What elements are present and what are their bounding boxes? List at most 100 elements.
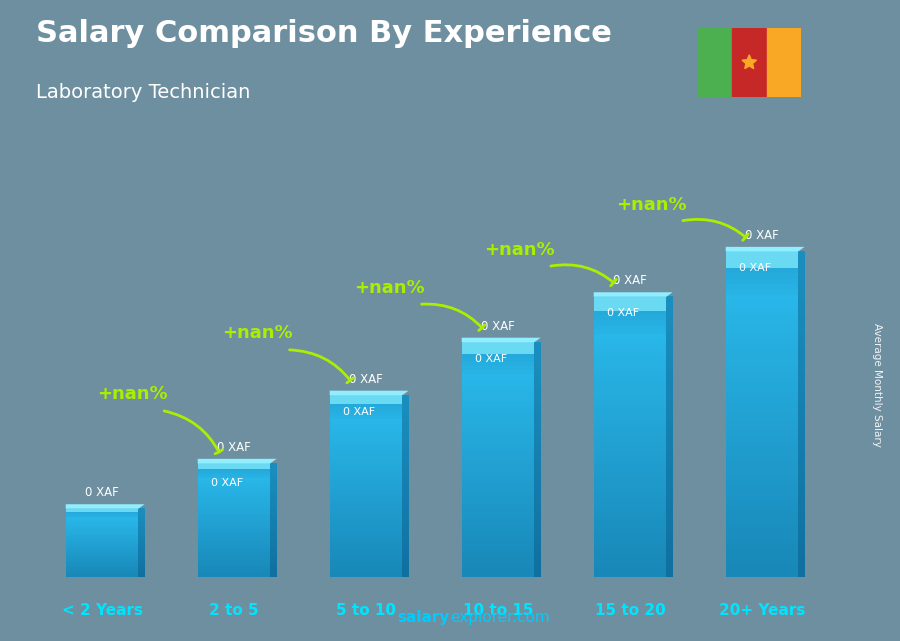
Bar (725, 272, 798, 279)
Bar (462, 381, 535, 385)
Text: +nan%: +nan% (484, 241, 554, 259)
Bar (66, 535, 139, 536)
Bar (198, 476, 270, 478)
Text: salary: salary (398, 610, 450, 625)
Bar (462, 498, 535, 503)
Bar (725, 251, 798, 268)
Bar (725, 354, 798, 360)
Bar (66, 513, 139, 515)
Bar (270, 482, 276, 484)
Bar (666, 441, 672, 446)
Bar (66, 515, 139, 517)
Bar (535, 424, 541, 428)
Bar (725, 289, 798, 295)
Bar (270, 552, 276, 554)
Bar (270, 486, 276, 488)
Bar (198, 501, 270, 503)
Bar (462, 397, 535, 401)
Bar (198, 504, 270, 507)
Bar (270, 474, 276, 477)
Text: 20+ Years: 20+ Years (719, 603, 806, 619)
Bar (270, 514, 276, 517)
Bar (329, 395, 402, 404)
Bar (535, 506, 541, 510)
Bar (666, 413, 672, 418)
Bar (535, 397, 541, 401)
Bar (66, 564, 139, 565)
Bar (462, 553, 535, 557)
Bar (594, 567, 666, 572)
Bar (270, 563, 276, 565)
Bar (666, 338, 672, 344)
Bar (198, 518, 270, 520)
Bar (66, 560, 139, 561)
Bar (270, 476, 276, 478)
Bar (535, 526, 541, 530)
Bar (666, 567, 672, 572)
Bar (725, 463, 798, 469)
Bar (329, 470, 402, 474)
Bar (139, 556, 145, 558)
Bar (666, 535, 672, 540)
Bar (535, 451, 541, 456)
Bar (329, 467, 402, 471)
Bar (798, 376, 805, 381)
Bar (139, 511, 145, 512)
Bar (329, 440, 402, 444)
Text: explorer.com: explorer.com (450, 610, 550, 625)
Bar (402, 498, 409, 501)
Bar (725, 256, 798, 262)
Bar (66, 555, 139, 556)
Bar (594, 362, 666, 367)
Text: 0 XAF: 0 XAF (349, 373, 382, 386)
Bar (270, 472, 276, 475)
Bar (462, 424, 535, 428)
Bar (666, 315, 672, 320)
Bar (462, 545, 535, 549)
Bar (594, 394, 666, 399)
Bar (402, 495, 409, 498)
Bar (666, 465, 672, 470)
Bar (462, 389, 535, 393)
Bar (329, 401, 402, 404)
Bar (725, 365, 798, 370)
Polygon shape (329, 390, 409, 395)
Bar (139, 560, 145, 561)
Bar (270, 573, 276, 575)
Bar (666, 399, 672, 404)
Bar (798, 463, 805, 469)
Bar (270, 574, 276, 577)
Bar (270, 531, 276, 533)
Bar (798, 528, 805, 533)
Polygon shape (594, 292, 672, 297)
Text: 2 to 5: 2 to 5 (209, 603, 259, 619)
Bar (535, 432, 541, 436)
Bar (725, 376, 798, 381)
Bar (725, 565, 798, 572)
Bar (329, 522, 402, 526)
Bar (270, 465, 276, 467)
Bar (798, 408, 805, 414)
Bar (66, 569, 139, 570)
Bar (594, 348, 666, 353)
Bar (535, 345, 541, 350)
Bar (198, 463, 270, 465)
Bar (725, 571, 798, 577)
Bar (535, 440, 541, 444)
Bar (139, 557, 145, 559)
Bar (139, 545, 145, 546)
Bar (402, 488, 409, 492)
Bar (139, 539, 145, 540)
Bar (666, 357, 672, 362)
Bar (66, 566, 139, 568)
Bar (594, 455, 666, 460)
Bar (666, 451, 672, 456)
Text: 10 to 15: 10 to 15 (463, 603, 533, 619)
Bar (329, 455, 402, 459)
Bar (666, 558, 672, 563)
Bar (270, 567, 276, 569)
Bar (666, 506, 672, 512)
Bar (198, 538, 270, 541)
Bar (66, 558, 139, 560)
Bar (535, 487, 541, 491)
